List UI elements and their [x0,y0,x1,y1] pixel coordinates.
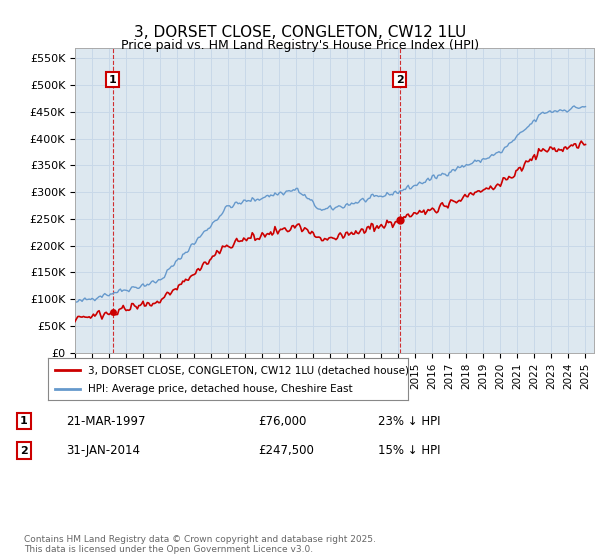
Text: £76,000: £76,000 [258,414,307,428]
Text: HPI: Average price, detached house, Cheshire East: HPI: Average price, detached house, Ches… [88,384,352,394]
Text: 1: 1 [109,74,116,85]
Text: 21-MAR-1997: 21-MAR-1997 [66,414,146,428]
Text: £247,500: £247,500 [258,444,314,458]
Text: 15% ↓ HPI: 15% ↓ HPI [378,444,440,458]
Text: Contains HM Land Registry data © Crown copyright and database right 2025.
This d: Contains HM Land Registry data © Crown c… [24,535,376,554]
Text: 3, DORSET CLOSE, CONGLETON, CW12 1LU (detached house): 3, DORSET CLOSE, CONGLETON, CW12 1LU (de… [88,365,409,375]
Text: Price paid vs. HM Land Registry's House Price Index (HPI): Price paid vs. HM Land Registry's House … [121,39,479,52]
Text: 23% ↓ HPI: 23% ↓ HPI [378,414,440,428]
Text: 2: 2 [20,446,28,456]
Text: 31-JAN-2014: 31-JAN-2014 [66,444,140,458]
Text: 1: 1 [20,416,28,426]
Text: 2: 2 [396,74,404,85]
Text: 3, DORSET CLOSE, CONGLETON, CW12 1LU: 3, DORSET CLOSE, CONGLETON, CW12 1LU [134,25,466,40]
